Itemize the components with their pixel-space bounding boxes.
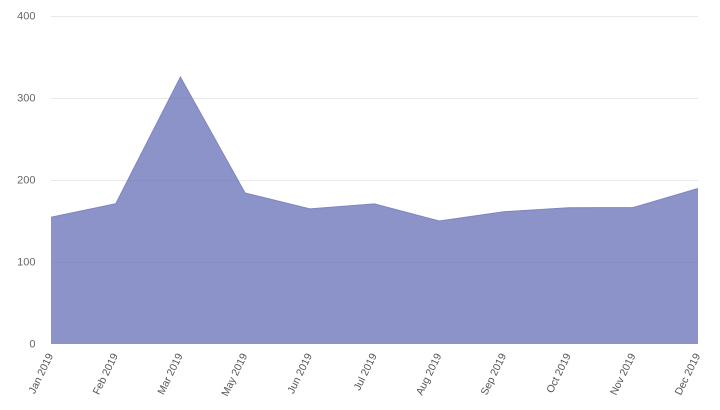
svg-text:400: 400 [17, 11, 35, 23]
svg-text:100: 100 [17, 257, 35, 269]
svg-text:200: 200 [17, 175, 35, 187]
svg-text:300: 300 [17, 93, 35, 105]
svg-text:0: 0 [29, 339, 35, 351]
